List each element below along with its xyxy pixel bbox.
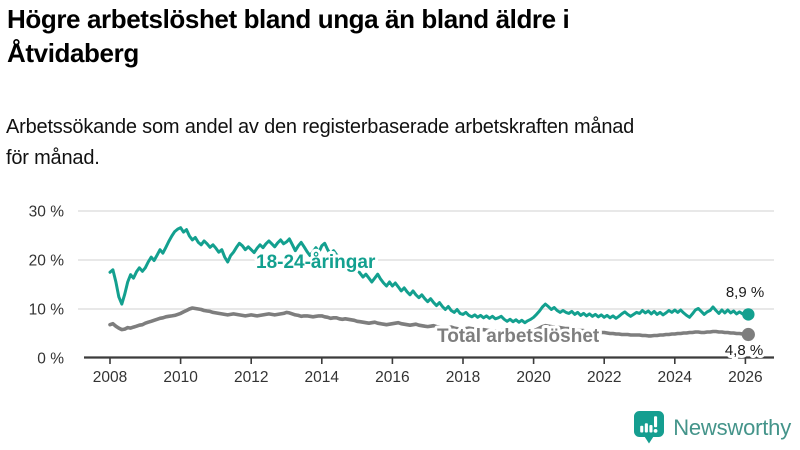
x-axis-label: 2024 bbox=[658, 369, 693, 386]
series-end-dot-young bbox=[742, 308, 755, 321]
unemployment-line-chart: 0 % 10 % 20 % 30 % 2008 2010 2012 2014 2016 2018 2… bbox=[29, 204, 774, 386]
x-axis-label: 2020 bbox=[516, 369, 551, 386]
newsworthy-logo-text: Newsworthy bbox=[673, 414, 791, 440]
newsworthy-logo[interactable]: Newsworthy bbox=[634, 411, 791, 444]
end-value-label-young: 8,9 % bbox=[726, 284, 764, 301]
page-title: Högre arbetslöshet bland unga än bland ä… bbox=[7, 2, 727, 70]
x-axis-label: 2008 bbox=[93, 369, 127, 386]
series-label-young: 18-24-åringar bbox=[256, 252, 376, 273]
y-axis-label: 10 % bbox=[29, 302, 65, 319]
title-line-2: Åtvidaberg bbox=[7, 38, 139, 68]
bar-chart-glyph bbox=[640, 416, 658, 433]
newsworthy-bubble-icon bbox=[634, 411, 665, 444]
y-axis-label: 30 % bbox=[29, 204, 65, 221]
series-label-total: Total arbetslöshet bbox=[437, 326, 600, 347]
series-line-young bbox=[108, 226, 750, 325]
series-end-dot-total bbox=[741, 327, 755, 342]
x-axis-label: 2014 bbox=[305, 369, 340, 386]
title-line-1: Högre arbetslöshet bland unga än bland ä… bbox=[7, 4, 570, 34]
subtitle-line-2: för månad. bbox=[6, 147, 100, 169]
chart-subtitle: Arbetssökande som andel av den registerb… bbox=[6, 112, 798, 174]
x-axis-label: 2026 bbox=[728, 369, 762, 386]
series-line-total bbox=[108, 306, 751, 338]
y-axis-label: 0 % bbox=[37, 351, 64, 368]
subtitle-line-1: Arbetssökande som andel av den registerb… bbox=[6, 116, 635, 138]
y-axis-label: 20 % bbox=[29, 253, 65, 270]
x-axis-label: 2022 bbox=[587, 369, 621, 386]
x-axis-label: 2010 bbox=[163, 369, 198, 386]
x-axis-label: 2018 bbox=[446, 369, 480, 386]
x-axis-label: 2012 bbox=[234, 369, 268, 386]
x-axis-label: 2016 bbox=[375, 369, 409, 386]
end-value-label-total: 4,8 % bbox=[725, 342, 763, 359]
